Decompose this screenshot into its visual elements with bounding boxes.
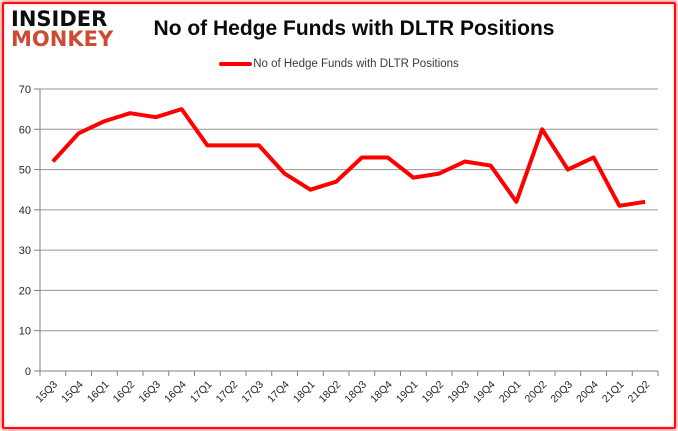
x-tick-label: 15Q3 xyxy=(33,379,60,406)
x-tick-label: 18Q2 xyxy=(317,379,344,406)
logo-monkey-text: MONKEY xyxy=(11,26,114,51)
x-tick-label: 19Q3 xyxy=(445,379,472,406)
x-tick-label: 19Q4 xyxy=(471,379,498,406)
legend-line-swatch xyxy=(219,62,253,66)
logo-insider-text: INSIDER xyxy=(11,7,108,31)
x-tick-label: 17Q2 xyxy=(214,379,241,406)
x-tick-label: 16Q4 xyxy=(162,379,189,406)
x-tick-label: 20Q4 xyxy=(574,379,601,406)
y-tick-label: 70 xyxy=(19,84,31,96)
x-tick-label: 18Q3 xyxy=(342,379,369,406)
x-tick-label: 16Q1 xyxy=(85,379,112,406)
y-tick-label: 50 xyxy=(19,165,31,177)
y-tick-label: 60 xyxy=(19,124,31,136)
x-tick-label: 17Q4 xyxy=(265,379,292,406)
legend-label: No of Hedge Funds with DLTR Positions xyxy=(253,58,459,70)
x-tick-label: 18Q4 xyxy=(368,379,395,406)
data-series-line xyxy=(51,107,646,208)
x-tick-label: 20Q1 xyxy=(497,379,524,406)
x-tick-label: 16Q2 xyxy=(111,379,138,406)
y-tick-label: 30 xyxy=(19,245,31,257)
x-tick-label: 17Q1 xyxy=(188,379,215,406)
y-tick-label: 20 xyxy=(19,285,31,297)
y-tick-label: 40 xyxy=(19,205,31,217)
x-tick-label: 19Q1 xyxy=(394,379,421,406)
x-tick-label: 16Q3 xyxy=(136,379,163,406)
x-tick-label: 20Q2 xyxy=(523,379,550,406)
y-tick-label: 10 xyxy=(19,326,31,338)
chart-title: No of Hedge Funds with DLTR Positions xyxy=(153,17,555,40)
x-tick-label: 21Q2 xyxy=(626,379,653,406)
x-tick-label: 17Q3 xyxy=(239,379,266,406)
x-tick-label: 15Q4 xyxy=(59,379,86,406)
x-tick-label: 18Q1 xyxy=(291,379,318,406)
insider-monkey-logo: INSIDER MONKEY xyxy=(11,7,114,51)
x-tick-label: 20Q3 xyxy=(548,379,575,406)
chart-legend: No of Hedge Funds with DLTR Positions xyxy=(0,58,678,70)
x-tick-label: 19Q2 xyxy=(420,379,447,406)
x-tick-label: 21Q1 xyxy=(600,379,627,406)
y-tick-label: 0 xyxy=(25,366,31,378)
